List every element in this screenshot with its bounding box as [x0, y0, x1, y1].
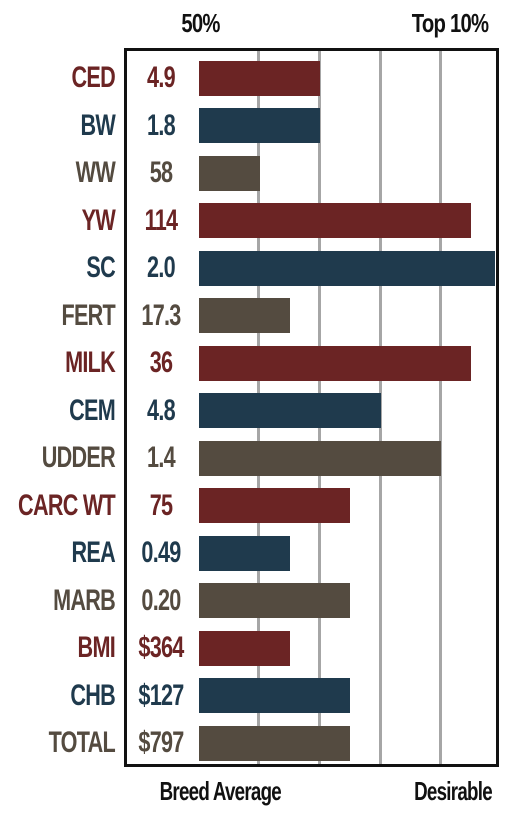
trait-label: FERT [61, 298, 115, 332]
value-label: $797 [138, 726, 184, 759]
bar [199, 60, 320, 96]
trait-label: YW [81, 203, 116, 237]
bar [199, 678, 350, 713]
bar [199, 535, 290, 571]
value-label: 36 [149, 346, 173, 379]
bar [199, 488, 350, 523]
trait-label: BW [80, 108, 115, 142]
bar [199, 393, 381, 428]
trait-label: CARC WT [18, 488, 116, 522]
trait-label: UDDER [41, 441, 116, 474]
trait-label: REA [71, 536, 116, 569]
chart-frame [124, 48, 499, 767]
value-label: 0.20 [141, 583, 181, 617]
value-label: 0.49 [141, 536, 181, 569]
value-label: $364 [138, 631, 184, 664]
trait-label: CEM [69, 393, 116, 427]
bar [199, 345, 471, 381]
value-label: 1.4 [147, 441, 176, 474]
header-label-right: Top 10% [411, 8, 489, 38]
header-label-left: 50% [181, 8, 220, 38]
footer-label-right: Desirable [414, 776, 493, 806]
value-label: 75 [149, 488, 173, 522]
bar [199, 630, 290, 666]
value-label: $127 [138, 678, 184, 712]
value-label: 2.0 [147, 251, 176, 284]
value-label: 17.3 [141, 298, 181, 332]
footer-label-left: Breed Average [159, 776, 282, 806]
value-label: 4.8 [147, 393, 176, 427]
value-label: 4.9 [147, 61, 176, 94]
bar [199, 155, 260, 191]
bar [199, 298, 290, 333]
bar [199, 250, 495, 286]
trait-label: CHB [70, 678, 115, 712]
trait-label: BMI [77, 631, 116, 664]
bar [199, 725, 350, 761]
bar [199, 108, 320, 143]
trait-label: WW [75, 156, 116, 189]
trait-label: TOTAL [48, 726, 116, 759]
value-label: 1.8 [147, 108, 176, 142]
trait-label: MARB [53, 583, 116, 617]
gridline [439, 48, 442, 767]
bar [199, 203, 471, 238]
trait-label: MILK [65, 346, 116, 379]
trait-label: SC [86, 251, 115, 284]
value-label: 58 [149, 156, 173, 189]
bar [199, 440, 441, 476]
value-label: 114 [144, 203, 178, 237]
trait-label: CED [71, 61, 116, 94]
bar [199, 583, 350, 618]
